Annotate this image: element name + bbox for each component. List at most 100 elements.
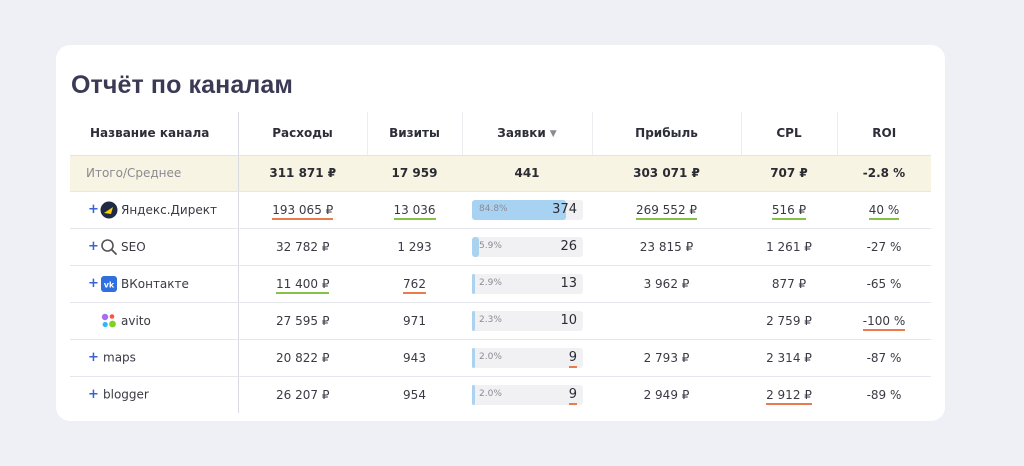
roi-value: -65 % — [866, 276, 902, 291]
leads-value: 13 — [560, 275, 577, 291]
avito-icon — [100, 312, 118, 330]
page-title: Отчёт по каналам — [71, 71, 293, 99]
search-icon — [100, 238, 118, 256]
total-profit: 303 071 ₽ — [592, 155, 741, 192]
roi-value: -87 % — [866, 350, 902, 365]
leads-percent: 2.0% — [479, 351, 502, 362]
leads-percent: 84.8% — [479, 203, 508, 214]
cpl-value: 1 261 ₽ — [766, 239, 812, 254]
channel-name: ВКонтакте — [121, 276, 189, 291]
channel-name: avito — [121, 313, 151, 328]
expenses-value: 32 782 ₽ — [276, 239, 330, 254]
expand-row-button[interactable]: + — [88, 387, 99, 403]
leads-value: 374 — [552, 201, 577, 217]
channel-name-cell: + blogger — [70, 376, 239, 413]
column-header-name[interactable]: Название канала — [70, 112, 239, 156]
column-header-leads-label: Заявки — [497, 126, 546, 141]
profit-cell — [592, 302, 741, 340]
expand-row-button[interactable]: + — [88, 239, 99, 254]
cpl-cell: 516 ₽ — [741, 191, 837, 229]
leads-bar: 2.3% 10 — [472, 310, 583, 331]
roi-cell: -89 % — [837, 376, 931, 413]
profit-cell: 2 793 ₽ — [592, 339, 741, 377]
expand-row-button[interactable]: + — [88, 276, 99, 291]
leads-cell: 2.9% 13 — [462, 265, 592, 303]
total-label: Итого/Среднее — [70, 155, 239, 192]
vk-icon: vk — [100, 275, 118, 293]
profit-cell: 23 815 ₽ — [592, 228, 741, 266]
expand-row-button[interactable]: + — [88, 202, 99, 217]
visits-value: 13 036 — [393, 202, 436, 220]
visits-cell: 971 — [367, 302, 462, 340]
cpl-cell: 2 314 ₽ — [741, 339, 837, 377]
profit-cell: 2 949 ₽ — [592, 376, 741, 413]
table-row[interactable]: + Яндекс.Директ 193 065 ₽ 13 036 84.8% 37… — [70, 191, 931, 229]
leads-percent: 5.9% — [479, 240, 502, 251]
channel-name: Яндекс.Директ — [121, 202, 217, 217]
total-cpl: 707 ₽ — [741, 155, 837, 192]
roi-value: -89 % — [866, 387, 902, 402]
leads-cell: 2.3% 10 — [462, 302, 592, 340]
table-header-row: Название канала Расходы Визиты Заявки ▼ П… — [70, 112, 931, 156]
table-row[interactable]: + SEO 32 782 ₽ 1 293 5.9% 26 23 815 ₽ 1 2… — [70, 228, 931, 266]
column-header-leads[interactable]: Заявки ▼ — [461, 112, 592, 156]
profit-value: 23 815 ₽ — [639, 239, 694, 254]
visits-cell: 954 — [367, 376, 462, 413]
expenses-value: 193 065 ₽ — [272, 202, 334, 220]
channels-report-card: Отчёт по каналам Название канала Расходы… — [56, 45, 945, 421]
visits-cell: 13 036 — [367, 191, 462, 229]
cpl-value: 2 912 ₽ — [766, 387, 812, 405]
leads-bar-fill — [472, 236, 479, 257]
column-header-expenses[interactable]: Расходы — [238, 112, 367, 156]
total-visits: 17 959 — [367, 155, 462, 192]
roi-cell: -87 % — [837, 339, 931, 377]
total-roi: -2.8 % — [837, 155, 931, 192]
visits-cell: 762 — [367, 265, 462, 303]
table-row[interactable]: avito 27 595 ₽ 971 2.3% 10 2 759 ₽ -100 … — [70, 302, 931, 340]
roi-cell: -27 % — [837, 228, 931, 266]
total-row: Итого/Среднее 311 871 ₽ 17 959 441 303 0… — [70, 155, 931, 192]
roi-value: 40 % — [868, 202, 900, 220]
column-header-roi[interactable]: ROI — [836, 112, 931, 156]
expenses-value: 27 595 ₽ — [276, 313, 330, 328]
profit-cell: 3 962 ₽ — [592, 265, 741, 303]
leads-bar: 2.9% 13 — [472, 273, 583, 294]
column-header-cpl[interactable]: CPL — [740, 112, 837, 156]
roi-cell: 40 % — [837, 191, 931, 229]
total-expenses: 311 871 ₽ — [238, 155, 367, 192]
leads-bar: 5.9% 26 — [472, 236, 583, 257]
channel-name-cell: + vk ВКонтакте — [70, 265, 239, 303]
expenses-cell: 27 595 ₽ — [238, 302, 367, 340]
leads-cell: 84.8% 374 — [462, 191, 592, 229]
visits-value: 943 — [403, 350, 426, 365]
expenses-value: 20 822 ₽ — [276, 350, 330, 365]
column-header-profit[interactable]: Прибыль — [591, 112, 741, 156]
table-row[interactable]: + vk ВКонтакте 11 400 ₽ 762 2.9% 13 3 962 … — [70, 265, 931, 303]
cpl-cell: 877 ₽ — [741, 265, 837, 303]
visits-cell: 943 — [367, 339, 462, 377]
visits-value: 954 — [403, 387, 426, 402]
table-row[interactable]: + blogger 26 207 ₽ 954 2.0% 9 2 949 ₽ 2 9… — [70, 376, 931, 413]
leads-bar: 2.0% 9 — [472, 384, 583, 405]
leads-bar-fill — [472, 347, 475, 368]
cpl-cell: 1 261 ₽ — [741, 228, 837, 266]
cpl-cell: 2 912 ₽ — [741, 376, 837, 413]
sort-descending-icon[interactable]: ▼ — [549, 129, 557, 140]
expenses-cell: 20 822 ₽ — [238, 339, 367, 377]
channel-name: SEO — [121, 239, 146, 254]
leads-bar: 84.8% 374 — [472, 199, 583, 220]
cpl-cell: 2 759 ₽ — [741, 302, 837, 340]
channel-name: blogger — [103, 387, 149, 402]
channel-name-cell: avito — [70, 302, 239, 340]
table-row[interactable]: + maps 20 822 ₽ 943 2.0% 9 2 793 ₽ 2 314 … — [70, 339, 931, 377]
expenses-value: 11 400 ₽ — [276, 276, 330, 294]
profit-value: 3 962 ₽ — [643, 276, 690, 291]
profit-value: 2 949 ₽ — [643, 387, 690, 402]
roi-value: -100 % — [862, 313, 906, 331]
channels-table: Название канала Расходы Визиты Заявки ▼ П… — [70, 112, 931, 413]
leads-cell: 2.0% 9 — [462, 339, 592, 377]
column-header-visits[interactable]: Визиты — [366, 112, 462, 156]
leads-bar-fill — [472, 310, 475, 331]
expand-row-button[interactable]: + — [88, 350, 99, 365]
expenses-cell: 32 782 ₽ — [238, 228, 367, 266]
